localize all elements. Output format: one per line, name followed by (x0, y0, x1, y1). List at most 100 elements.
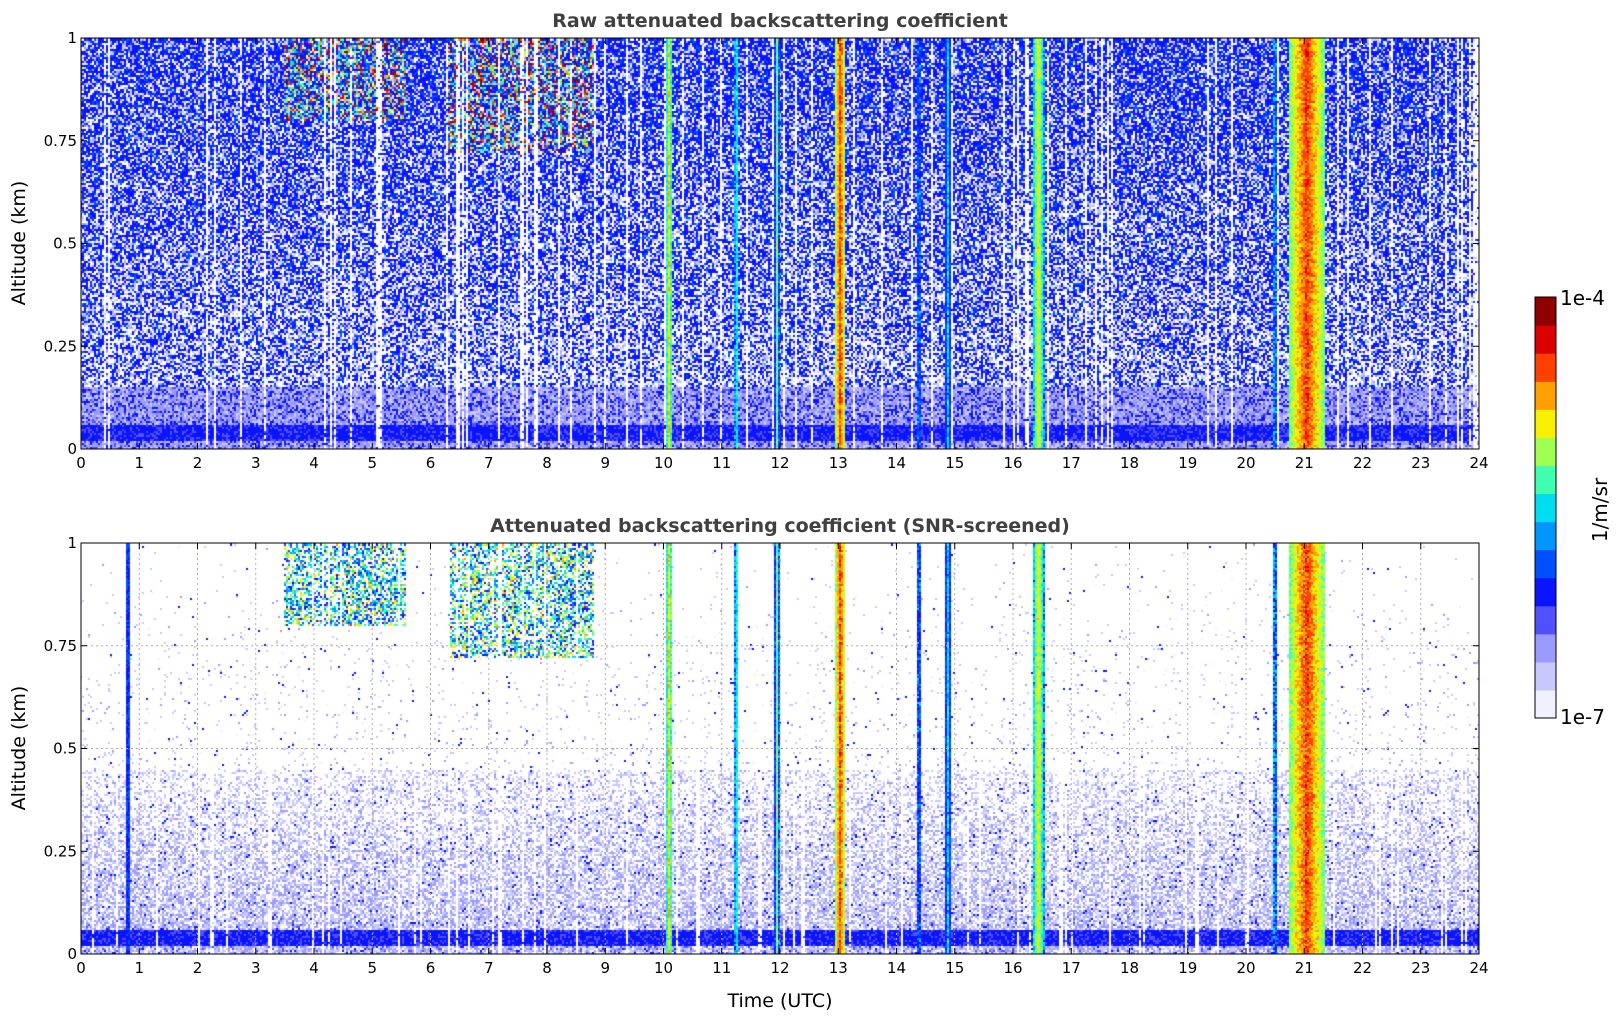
y-tick-label: 0 (67, 945, 77, 963)
y-tick-label: 0.75 (44, 637, 77, 655)
colorbar-step (1535, 395, 1556, 403)
x-tick-label: 15 (945, 454, 964, 472)
panel-screened: Attenuated backscattering coefficient (S… (8, 515, 1489, 1012)
x-tick-label: 5 (367, 959, 377, 977)
y-tick-label: 0 (67, 440, 77, 458)
x-tick-label: 13 (829, 454, 848, 472)
colorbar-step (1535, 528, 1556, 537)
x-tick-label: 3 (251, 454, 261, 472)
panel-screened-xlabel: Time (UTC) (726, 990, 832, 1012)
x-tick-label: 22 (1353, 959, 1372, 977)
y-tick-label: 1 (67, 29, 77, 47)
colorbar-step (1535, 402, 1556, 410)
colorbar-step (1535, 479, 1556, 488)
panel-raw-heatmap (81, 38, 1479, 449)
x-tick-label: 16 (1003, 959, 1022, 977)
colorbar-step (1535, 696, 1556, 705)
x-tick-label: 10 (654, 959, 673, 977)
panel-screened-title: Attenuated backscattering coefficient (S… (490, 515, 1070, 537)
colorbar-step (1535, 514, 1556, 523)
colorbar-step (1535, 297, 1556, 305)
x-tick-label: 8 (542, 454, 552, 472)
colorbar-step (1535, 612, 1556, 621)
colorbar-step (1535, 563, 1556, 572)
x-tick-label: 14 (887, 454, 906, 472)
colorbar-min-label: 1e-7 (1560, 705, 1605, 729)
x-tick-label: 5 (367, 454, 377, 472)
x-tick-label: 19 (1178, 959, 1197, 977)
x-tick-label: 9 (600, 959, 610, 977)
x-tick-label: 9 (600, 454, 610, 472)
colorbar-step (1535, 570, 1556, 579)
x-tick-label: 22 (1353, 454, 1372, 472)
colorbar-step (1535, 535, 1556, 544)
colorbar-step (1535, 318, 1556, 326)
colorbar-step (1535, 458, 1556, 466)
x-tick-label: 6 (426, 959, 436, 977)
colorbar-step (1535, 549, 1556, 558)
colorbar-step (1535, 500, 1556, 509)
colorbar-step (1535, 661, 1556, 670)
x-tick-label: 4 (309, 454, 319, 472)
colorbar-steps (1535, 297, 1556, 719)
colorbar-step (1535, 374, 1556, 382)
x-tick-label: 21 (1295, 454, 1314, 472)
x-tick-label: 2 (193, 454, 203, 472)
x-tick-label: 2 (193, 959, 203, 977)
x-tick-label: 17 (1062, 959, 1081, 977)
y-tick-label: 0.25 (44, 842, 77, 860)
x-tick-label: 7 (484, 959, 494, 977)
colorbar-step (1535, 703, 1556, 712)
y-tick-label: 0.75 (44, 132, 77, 150)
x-tick-label: 1 (134, 959, 144, 977)
colorbar-units-label: 1/m/sr (1588, 477, 1612, 542)
x-tick-label: 15 (945, 959, 964, 977)
x-tick-label: 23 (1411, 959, 1430, 977)
colorbar-step (1535, 584, 1556, 593)
colorbar-step (1535, 682, 1556, 691)
colorbar-step (1535, 710, 1556, 719)
colorbar-step (1535, 507, 1556, 516)
x-tick-label: 23 (1411, 454, 1430, 472)
colorbar: 1e-4 1e-7 1/m/sr (1534, 286, 1612, 729)
colorbar-step (1535, 451, 1556, 459)
x-tick-label: 0 (76, 454, 86, 472)
colorbar-step (1535, 360, 1556, 368)
colorbar-step (1535, 304, 1556, 312)
panel-raw-title: Raw attenuated backscattering coefficien… (552, 10, 1008, 32)
x-tick-label: 10 (654, 454, 673, 472)
x-tick-label: 24 (1469, 959, 1488, 977)
colorbar-step (1535, 486, 1556, 495)
x-tick-label: 0 (76, 959, 86, 977)
colorbar-step (1535, 640, 1556, 649)
colorbar-step (1535, 591, 1556, 600)
x-tick-label: 20 (1236, 454, 1255, 472)
colorbar-step (1535, 339, 1556, 347)
colorbar-frame (1534, 296, 1557, 719)
colorbar-step (1535, 598, 1556, 607)
colorbar-step (1535, 465, 1556, 474)
x-tick-label: 6 (426, 454, 436, 472)
colorbar-step (1535, 367, 1556, 375)
panel-raw-axes: 0 1 2 3 4 5 6 7 8 9 10 11 12 13 14 15 16 17 18 19 20 21 22 23 24… (44, 29, 1489, 472)
x-tick-label: 1 (134, 454, 144, 472)
colorbar-step (1535, 521, 1556, 530)
colorbar-step (1535, 605, 1556, 614)
x-tick-label: 4 (309, 959, 319, 977)
x-tick-label: 12 (770, 454, 789, 472)
x-tick-label: 11 (712, 959, 731, 977)
x-tick-label: 7 (484, 454, 494, 472)
y-tick-label: 0.5 (53, 740, 77, 758)
x-tick-label: 16 (1003, 454, 1022, 472)
x-tick-label: 8 (542, 959, 552, 977)
x-tick-label: 17 (1062, 454, 1081, 472)
x-tick-label: 18 (1120, 454, 1139, 472)
x-tick-label: 14 (887, 959, 906, 977)
x-tick-label: 24 (1469, 454, 1488, 472)
colorbar-step (1535, 311, 1556, 319)
x-tick-label: 21 (1295, 959, 1314, 977)
colorbar-step (1535, 654, 1556, 663)
x-tick-label: 18 (1120, 959, 1139, 977)
colorbar-step (1535, 633, 1556, 642)
